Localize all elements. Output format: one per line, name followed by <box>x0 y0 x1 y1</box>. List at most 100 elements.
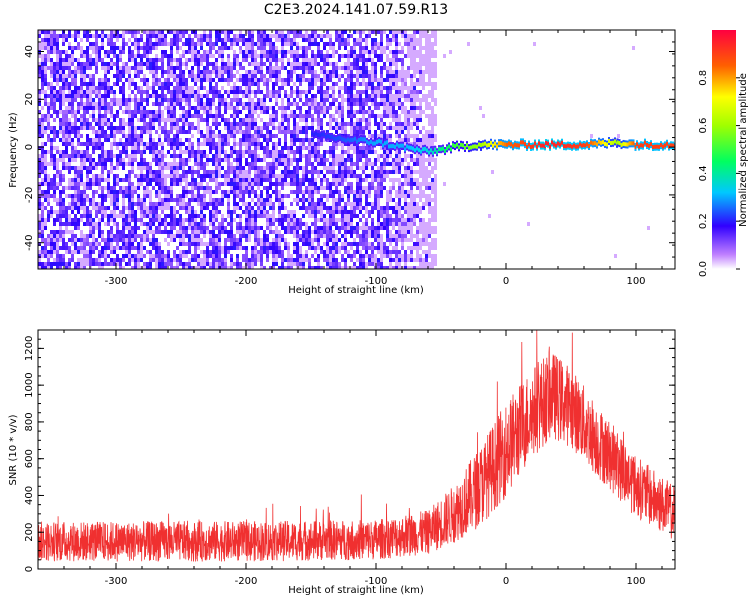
spectrogram-cell <box>296 126 299 130</box>
spectrogram-cell <box>92 194 95 198</box>
spectrogram-cell <box>38 46 41 50</box>
spectrogram-cell <box>332 214 335 218</box>
spectrogram-cell <box>197 190 200 194</box>
spectrogram-cell <box>131 134 134 138</box>
spectrogram-cell <box>212 158 215 162</box>
spectrogram-cell <box>158 158 161 162</box>
spectrogram-cell <box>227 30 230 34</box>
spectrogram-cell <box>245 170 248 174</box>
spectrogram-cell <box>176 130 179 134</box>
spectrogram-cell <box>146 206 149 210</box>
spectrogram-cell <box>326 62 329 66</box>
spectrogram-cell <box>47 186 50 190</box>
spectrogram-cell <box>164 94 167 98</box>
spectrogram-cell <box>233 74 236 78</box>
spectrogram-cell <box>116 54 119 58</box>
spectrogram-cell <box>188 130 191 134</box>
spectrogram-cell <box>212 258 215 262</box>
spectrogram-cell <box>209 126 212 130</box>
spectrogram-cell <box>293 250 296 254</box>
spectrogram-cell <box>104 94 107 98</box>
spectrogram-cell <box>155 42 158 46</box>
spectrogram-cell <box>185 38 188 42</box>
spectrogram-cell <box>302 102 305 106</box>
spectrogram-cell <box>371 98 374 102</box>
spectrogram-cell <box>359 42 362 46</box>
spectrogram-cell <box>107 42 110 46</box>
spectrogram-cell <box>104 154 107 158</box>
spectrogram-cell <box>308 210 311 214</box>
spectrogram-cell <box>254 50 257 54</box>
spectrogram-cell <box>152 122 155 126</box>
spectrogram-cell <box>218 170 221 174</box>
spectrogram-cell <box>278 214 281 218</box>
spectrogram-cell <box>41 154 44 158</box>
spectrogram-cell <box>338 266 341 269</box>
spectrogram-cell <box>164 262 167 266</box>
spectrogram-cell <box>209 190 212 194</box>
spectrogram-cell <box>113 102 116 106</box>
spectrogram-cell <box>362 106 365 110</box>
spectrogram-cell <box>332 254 335 258</box>
spectrogram-cell <box>77 174 80 178</box>
spectrogram-cell <box>110 34 113 38</box>
spectrogram-cell <box>71 90 74 94</box>
spectrogram-cell <box>50 30 53 34</box>
spectrogram-cell <box>143 238 146 242</box>
spectrogram-cell <box>368 202 371 206</box>
spectrogram-cell <box>194 30 197 34</box>
spectrogram-cell <box>239 234 242 238</box>
spectrogram-cell <box>245 90 248 94</box>
spectrogram-cell <box>161 250 164 254</box>
spectrogram-cell <box>239 50 242 54</box>
spectrogram-cell <box>332 238 335 242</box>
spectrogram-cell <box>302 202 305 206</box>
spectrogram-cell <box>296 242 299 246</box>
spectrogram-cell <box>80 170 83 174</box>
spectrogram-cell <box>128 118 131 122</box>
spectrogram-cell <box>248 102 251 106</box>
spectrogram-cell <box>107 222 110 226</box>
spectrogram-cell <box>272 126 275 130</box>
spectrogram-cell <box>320 70 323 74</box>
spectrogram-cell <box>38 166 41 170</box>
spectrogram-cell <box>146 78 149 82</box>
spectrogram-cell <box>122 42 125 46</box>
spectrogram-cell <box>350 74 353 78</box>
spectrogram-cell <box>299 238 302 242</box>
spectrogram-cell <box>131 90 134 94</box>
spectrogram-cell <box>245 162 248 166</box>
spectrogram-cell <box>317 226 320 230</box>
spectrogram-cell <box>320 178 323 182</box>
spectrogram-cell <box>251 222 254 226</box>
spectrogram-cell <box>140 58 143 62</box>
spectrogram-cell <box>56 70 59 74</box>
spectrogram-cell <box>257 254 260 258</box>
spectrogram-cell <box>101 174 104 178</box>
spectrogram-cell <box>116 70 119 74</box>
spectrogram-cell <box>197 142 200 146</box>
spectrogram-cell <box>350 162 353 166</box>
spectrogram-cell <box>329 258 332 262</box>
spectrogram-cell <box>77 202 80 206</box>
spectrogram-cell <box>50 210 53 214</box>
spectrogram-cell <box>56 262 59 266</box>
spectrogram-cell <box>359 34 362 38</box>
spectrogram-cell <box>125 222 128 226</box>
spectrogram-cell <box>194 74 197 78</box>
spectrogram-cell <box>293 114 296 118</box>
spectrogram-cell <box>137 46 140 50</box>
spectrogram-cell <box>212 246 215 250</box>
spectrogram-cell <box>320 102 323 106</box>
spectrogram-cell <box>140 70 143 74</box>
spectrogram-cell <box>236 254 239 258</box>
spectrogram-cell <box>215 110 218 114</box>
spectrogram-cell <box>86 154 89 158</box>
spectrogram-cell <box>203 202 206 206</box>
spectrogram-cell <box>53 238 56 242</box>
spectrogram-cell <box>188 198 191 202</box>
spectrogram-cell <box>95 210 98 214</box>
spectrogram-cell <box>44 70 47 74</box>
spectrogram-cell <box>134 138 137 142</box>
spectrogram-cell <box>347 70 350 74</box>
